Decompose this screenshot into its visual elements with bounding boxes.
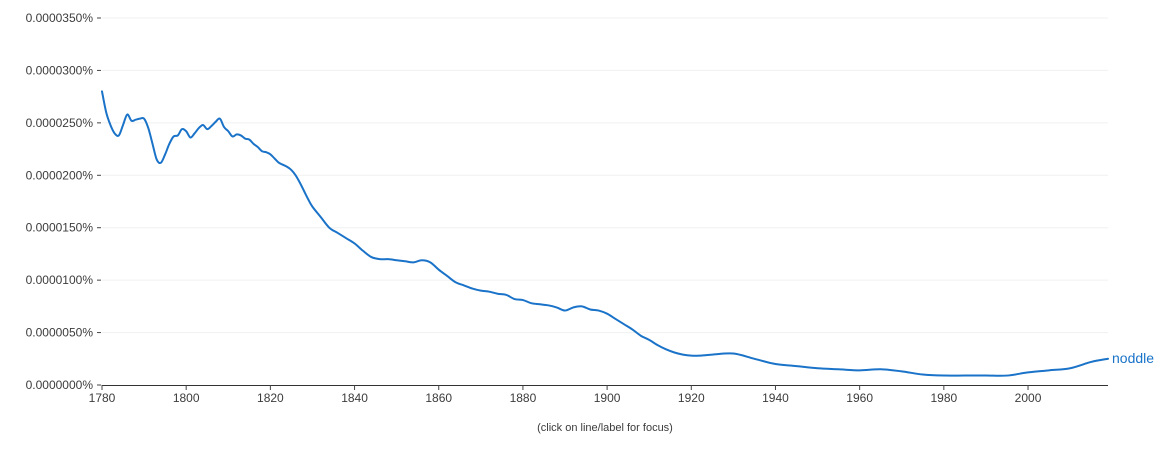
gridlines [102, 17, 1108, 334]
x-tick-label: 1900 [594, 391, 621, 405]
x-tick-label: 1980 [930, 391, 957, 405]
x-tick-label: 1780 [89, 391, 116, 405]
x-tick-label: 1960 [846, 391, 873, 405]
series-layer: noddle [101, 90, 1154, 377]
y-tick-label: 0.0000200% [26, 168, 94, 182]
x-tick-label: 1860 [425, 391, 452, 405]
x-tick-label: 1820 [257, 391, 284, 405]
x-tick-label: 1940 [762, 391, 789, 405]
series-label-noddle[interactable]: noddle [1112, 350, 1154, 366]
y-tick-label: 0.0000100% [26, 273, 94, 287]
x-tick-label: 1840 [341, 391, 368, 405]
y-axis: 0.0000000% 0.0000050% 0.0000100% 0.0000150%… [26, 11, 101, 392]
x-axis: 1780 1800 1820 1840 1860 1880 1900 1920 1940 1960… [89, 385, 1108, 405]
y-tick-label: 0.0000300% [26, 63, 94, 77]
y-tick-label: 0.0000000% [26, 378, 94, 392]
x-tick-label: 2000 [1015, 391, 1042, 405]
y-tick-label: 0.0000050% [26, 326, 94, 340]
y-tick-label: 0.0000250% [26, 116, 94, 130]
series-line-noddle[interactable] [101, 90, 1109, 377]
focus-hint-caption: (click on line/label for focus) [537, 422, 673, 434]
x-tick-label: 1800 [173, 391, 200, 405]
y-tick-label: 0.0000350% [26, 11, 94, 25]
y-tick-label: 0.0000150% [26, 221, 94, 235]
x-tick-label: 1920 [678, 391, 705, 405]
x-tick-label: 1880 [510, 391, 537, 405]
